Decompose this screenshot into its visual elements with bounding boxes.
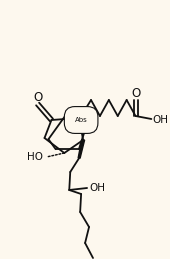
Text: HO: HO — [27, 152, 43, 162]
Text: O: O — [33, 90, 42, 104]
Text: Abs: Abs — [75, 117, 88, 123]
Text: O: O — [131, 87, 140, 99]
Polygon shape — [78, 140, 85, 158]
Text: OH: OH — [152, 115, 168, 125]
Text: OH: OH — [89, 183, 105, 193]
